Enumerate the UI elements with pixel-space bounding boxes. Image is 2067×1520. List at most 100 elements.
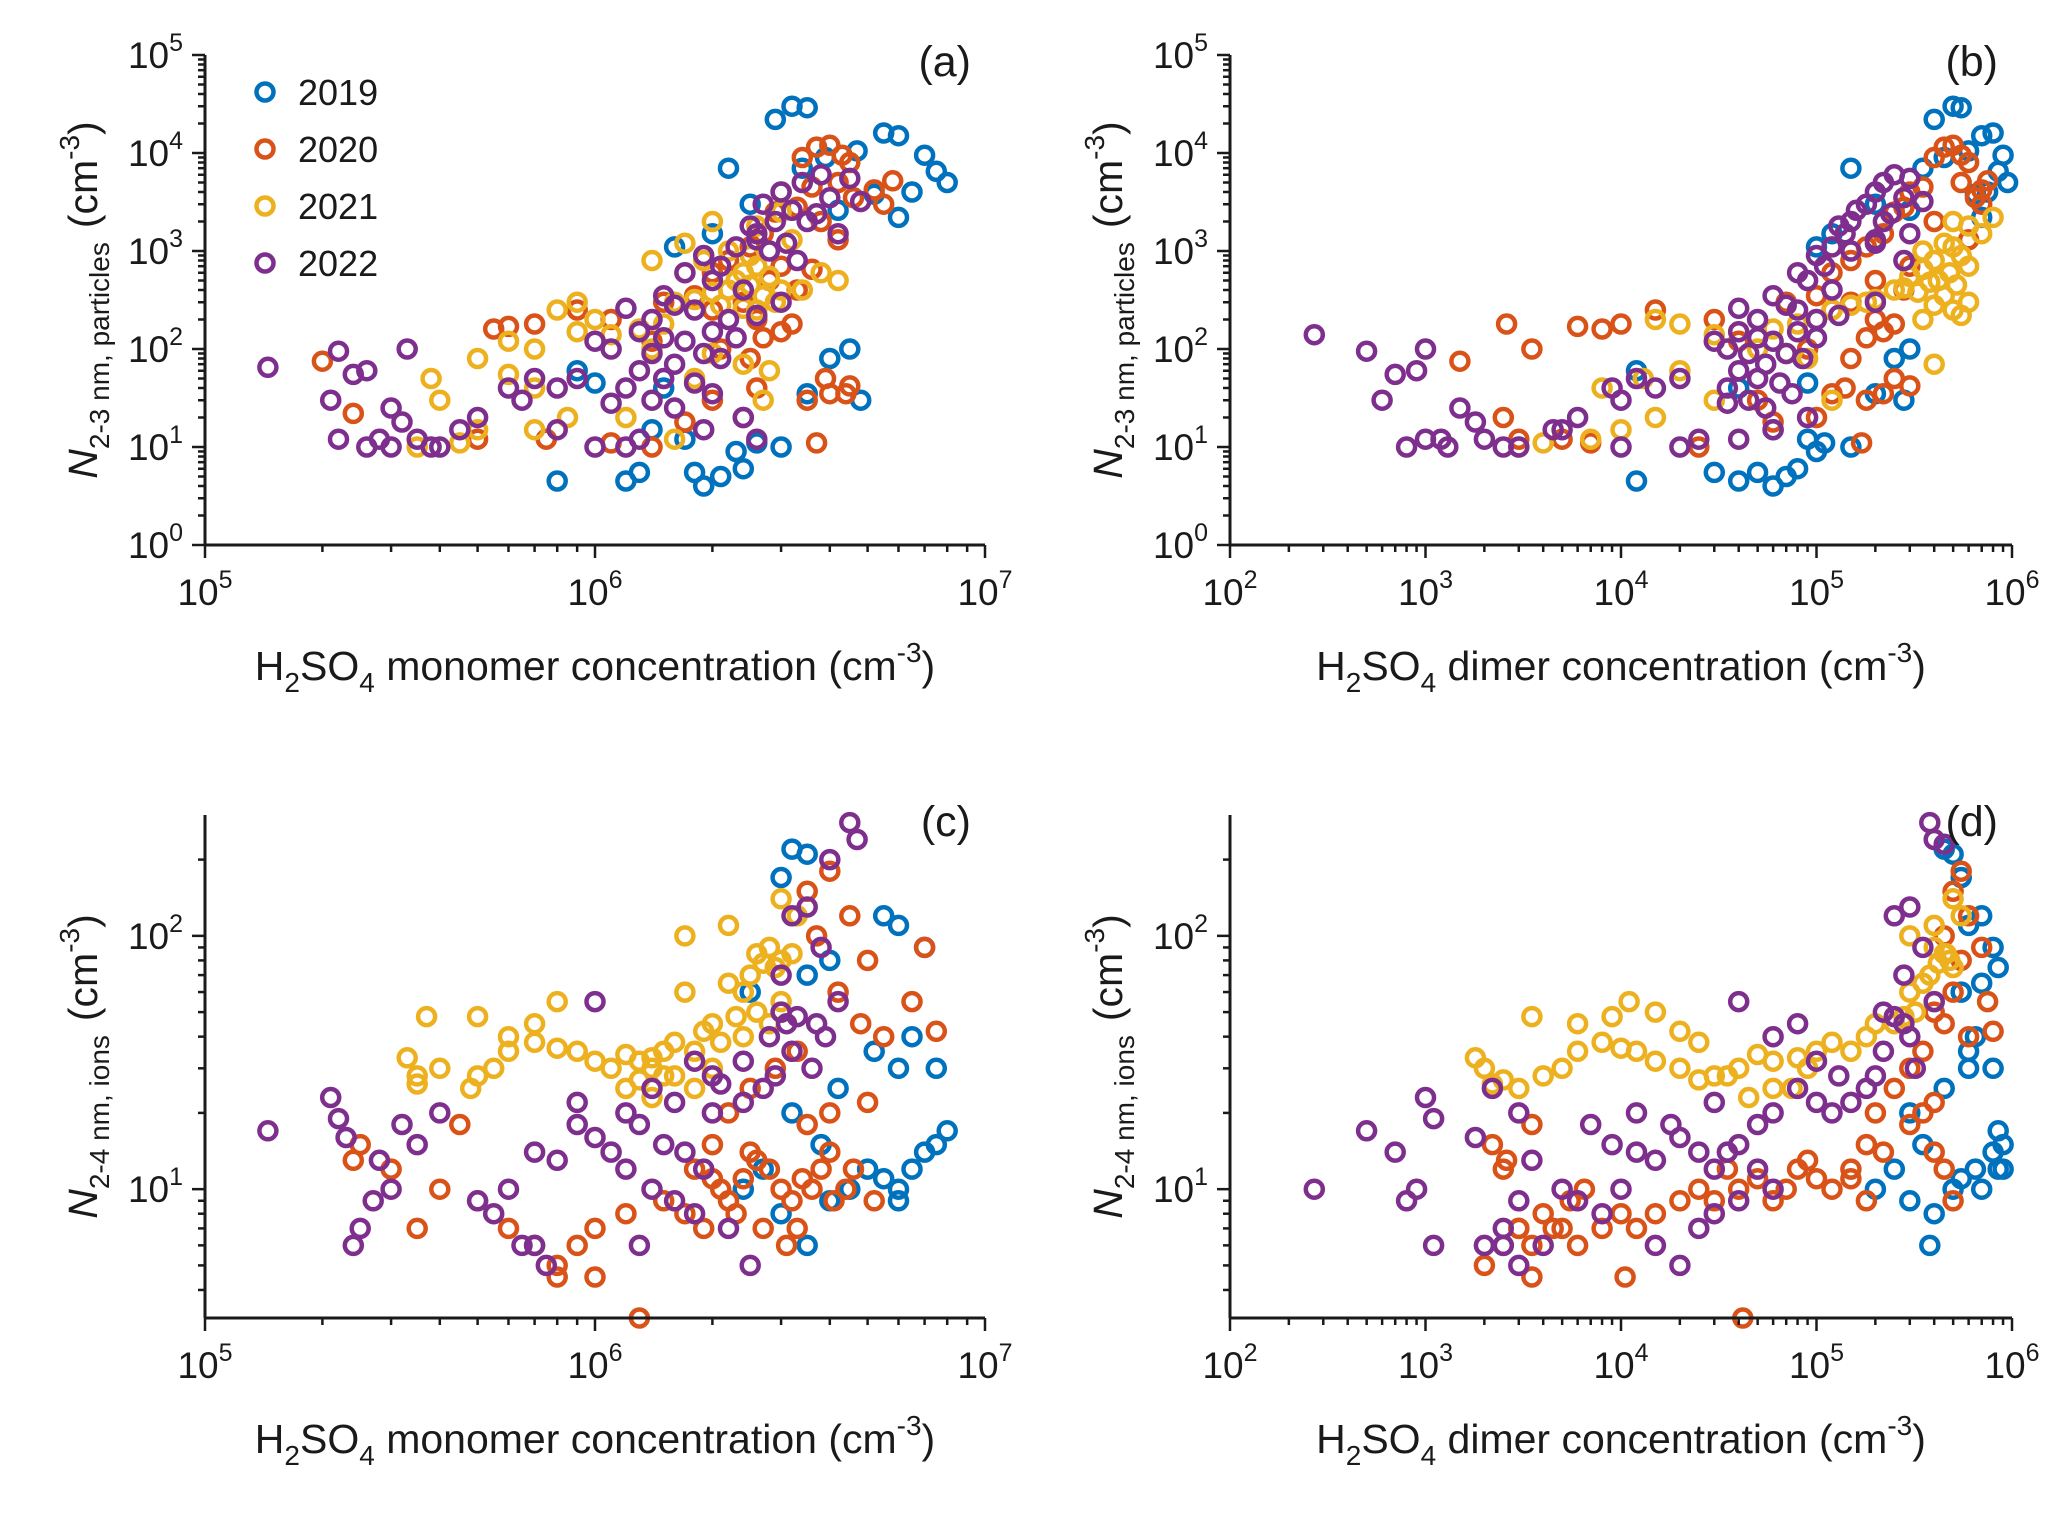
data-point	[717, 914, 740, 937]
data-point	[1303, 1178, 1326, 1200]
data-point	[842, 1158, 865, 1180]
data-point	[1840, 1158, 1862, 1180]
data-point	[1669, 359, 1691, 382]
data-point	[827, 269, 849, 292]
data-point	[615, 1077, 637, 1100]
data-point	[1481, 1133, 1504, 1156]
y-tick-label: 103	[1153, 225, 1208, 272]
y-tick-label: 104	[1153, 127, 1208, 174]
data-point	[311, 350, 334, 372]
data-point	[770, 964, 792, 986]
data-point	[1566, 1012, 1589, 1035]
data-point	[1855, 1190, 1878, 1212]
data-point	[887, 124, 910, 147]
x-tick-label: 105	[177, 566, 232, 613]
y-axis-title: N2-4 nm, ions(cm-3)	[1079, 914, 1140, 1219]
data-point	[1495, 1149, 1518, 1172]
data-point	[770, 279, 792, 301]
legend-label: 2019	[298, 72, 378, 113]
legend-marker	[254, 81, 276, 103]
data-point	[523, 367, 546, 390]
legend: 2019 2020 2021 2022	[254, 72, 378, 284]
data-point	[391, 411, 413, 433]
data-point	[1414, 428, 1437, 450]
data-point	[872, 1167, 895, 1190]
data-point	[1840, 1167, 1862, 1190]
data-point	[1762, 318, 1784, 340]
data-point	[584, 1126, 606, 1149]
data-point	[1923, 990, 1945, 1013]
data-point	[1521, 338, 1543, 360]
data-point	[1688, 428, 1710, 450]
data-point	[819, 848, 841, 871]
panel-label: (c)	[921, 798, 971, 846]
data-point	[827, 222, 849, 245]
data-point	[827, 981, 849, 1003]
data-point	[819, 186, 841, 209]
data-point	[810, 1158, 832, 1180]
data-point	[600, 392, 622, 414]
data-point	[546, 1254, 568, 1277]
data-point	[1542, 418, 1564, 441]
data-point	[732, 1178, 755, 1200]
data-point	[1786, 1012, 1809, 1035]
data-point	[1872, 382, 1895, 405]
data-point	[1923, 914, 1945, 937]
data-point	[781, 1102, 803, 1124]
data-point	[1769, 372, 1791, 394]
points	[257, 95, 958, 497]
x-tick-label: 106	[567, 566, 622, 613]
data-point	[1414, 338, 1437, 360]
data-point	[1551, 1057, 1573, 1080]
data-point	[701, 269, 724, 292]
data-point	[663, 353, 686, 375]
x-tick-label: 104	[1593, 1339, 1648, 1386]
data-point	[1669, 313, 1691, 335]
data-point	[482, 318, 505, 340]
data-point	[342, 363, 365, 386]
data-point	[805, 925, 828, 947]
data-point	[523, 1031, 546, 1054]
data-point	[327, 1107, 350, 1130]
data-point	[1579, 1113, 1602, 1136]
data-point	[770, 888, 792, 910]
data-point	[746, 304, 768, 327]
data-point	[839, 811, 861, 834]
data-point	[746, 229, 768, 251]
data-point	[1923, 1141, 1945, 1163]
data-point	[1786, 1158, 1809, 1180]
data-point	[628, 1234, 651, 1257]
data-point	[764, 1057, 787, 1080]
series-2022	[1303, 163, 1934, 458]
data-point	[796, 964, 818, 986]
x-tick-label: 103	[1398, 1339, 1453, 1386]
data-point	[1492, 1234, 1515, 1257]
data-point	[1688, 1069, 1710, 1091]
data-point	[925, 160, 948, 183]
data-point	[459, 1077, 482, 1100]
data-point	[701, 320, 724, 343]
data-point	[1508, 1190, 1530, 1212]
data-point	[1883, 905, 1906, 927]
data-point	[1786, 320, 1809, 343]
data-point	[1464, 411, 1487, 433]
data-point	[1872, 1001, 1895, 1023]
data-point	[701, 382, 724, 405]
x-axis-title: H2SO4 monomer concentration (cm-3)	[255, 637, 935, 698]
data-point	[652, 313, 675, 335]
series-2022	[257, 163, 872, 458]
data-point	[1945, 274, 1968, 296]
data-point	[1935, 942, 1957, 965]
y-tick-label: 105	[1153, 29, 1208, 76]
data-point	[1644, 1001, 1667, 1023]
data-point	[628, 461, 651, 484]
data-point	[1786, 299, 1809, 321]
data-point	[770, 181, 792, 203]
data-point	[497, 363, 520, 386]
data-point	[566, 359, 588, 382]
data-point	[396, 1047, 418, 1069]
data-point	[566, 320, 588, 343]
x-tick-label: 106	[1984, 1339, 2039, 1386]
legend-label: 2020	[298, 129, 378, 170]
data-point	[1805, 327, 1828, 349]
